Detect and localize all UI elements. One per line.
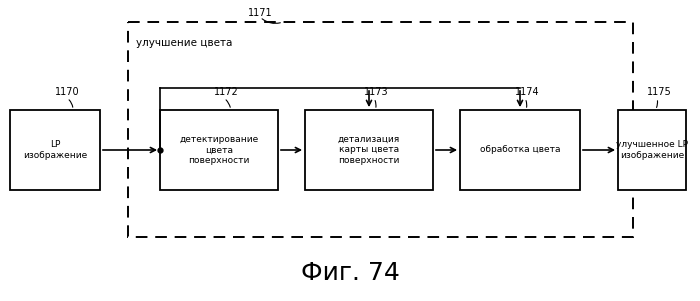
Bar	[160, 110, 278, 190]
Bar	[128, 22, 633, 237]
Bar	[10, 110, 100, 190]
Text: детализация
карты цвета
поверхности: детализация карты цвета поверхности	[338, 135, 400, 165]
Text: 1171: 1171	[248, 8, 272, 18]
Text: обработка цвета: обработка цвета	[480, 145, 560, 154]
Text: 1174: 1174	[515, 87, 540, 97]
Text: Фиг. 74: Фиг. 74	[300, 261, 400, 285]
Text: детектирование
цвета
поверхности: детектирование цвета поверхности	[179, 135, 258, 165]
Bar	[618, 110, 686, 190]
Text: 1170: 1170	[55, 87, 80, 97]
Text: 1172: 1172	[214, 87, 239, 97]
Text: улучшение цвета: улучшение цвета	[136, 38, 232, 48]
Bar	[305, 110, 433, 190]
Bar	[460, 110, 580, 190]
Text: 1173: 1173	[364, 87, 388, 97]
Text: 1175: 1175	[647, 87, 672, 97]
Text: LP
изображение: LP изображение	[23, 140, 87, 160]
Text: улучшенное LP
изображение: улучшенное LP изображение	[616, 140, 688, 160]
